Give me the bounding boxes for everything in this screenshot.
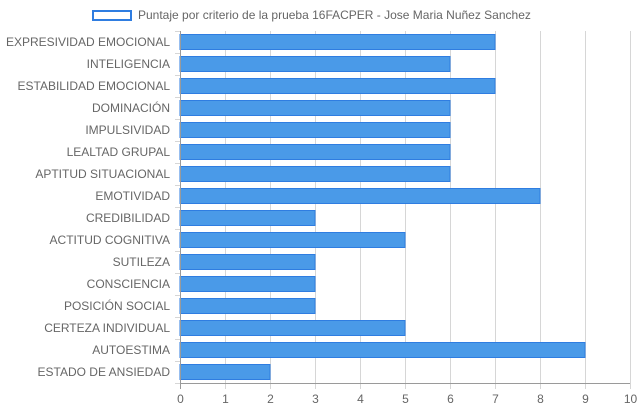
category-label: INTELIGENCIA [87,57,170,71]
bar [179,100,451,116]
bar [179,56,451,72]
category-label: SUTILEZA [113,255,170,269]
x-tick-label: 5 [402,392,409,406]
category-label: ESTABILIDAD EMOCIONAL [18,79,171,93]
x-tick-label: 8 [537,392,544,406]
legend[interactable]: Puntaje por criterio de la prueba 16FACP… [92,6,531,24]
category-label: POSICIÓN SOCIAL [64,298,170,313]
x-tick-label: 10 [624,392,638,406]
category-label: ESTADO DE ANSIEDAD [38,365,171,379]
x-tick-label: 3 [312,392,319,406]
legend-swatch [92,9,132,21]
bar [179,320,406,336]
bar [179,232,406,248]
x-tick-label: 7 [492,392,499,406]
category-label: ACTITUD COGNITIVA [50,233,170,247]
bar [179,276,316,292]
category-label: LEALTAD GRUPAL [67,145,171,159]
x-tick-label: 9 [582,392,589,406]
bar [179,122,451,138]
category-label: DOMINACIÓN [92,100,170,115]
bar [179,144,451,160]
category-label: APTITUD SITUACIONAL [35,167,170,181]
x-tick-label: 6 [447,392,454,406]
category-label: CONSCIENCIA [87,277,170,291]
bar [179,342,586,358]
x-tick-label: 4 [357,392,364,406]
category-label: CERTEZA INDIVIDUAL [44,321,170,335]
category-label: IMPULSIVIDAD [85,123,170,137]
bar [179,188,541,204]
bar [179,78,496,94]
bar [179,210,316,226]
legend-label: Puntaje por criterio de la prueba 16FACP… [138,8,531,22]
bar [179,34,496,50]
category-label: EMOTIVIDAD [95,189,170,203]
x-tick-label: 0 [177,392,184,406]
category-label: AUTOESTIMA [92,343,170,357]
x-tick-label: 2 [267,392,274,406]
bar [179,254,316,270]
category-label: EXPRESIVIDAD EMOCIONAL [6,35,170,49]
bar [179,298,316,314]
bar [179,166,451,182]
category-label: CREDIBILIDAD [86,211,170,225]
x-tick-label: 1 [222,392,229,406]
bar [179,364,271,380]
